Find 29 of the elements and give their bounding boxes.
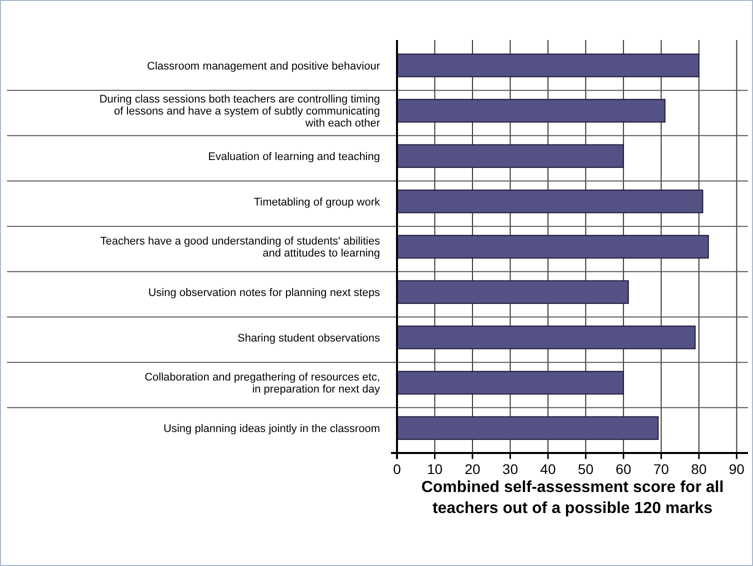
bar (396, 98, 666, 123)
bar (396, 234, 709, 259)
y-tick-label: Classroom management and positive behaviour (147, 60, 380, 72)
bar (396, 326, 696, 350)
bar (396, 54, 700, 78)
x-tick-label: 20 (464, 461, 480, 477)
y-tick-label: Collaboration and pregathering of resources etc, in preparation for next day (144, 372, 380, 396)
y-tick-label: Teachers have a good understanding of students' abilities and attitudes to learning (100, 236, 380, 260)
bar (396, 416, 659, 440)
x-tick-label: 40 (540, 461, 556, 477)
x-tick-label: 30 (502, 461, 518, 477)
y-tick-label: Sharing student observations (238, 332, 380, 344)
y-tick-label: During class sessions both teachers are controlling timing of lessons and have a system of subtly communicating with each other (99, 94, 380, 130)
bar (396, 190, 704, 214)
y-tick-label: Evaluation of learning and teaching (208, 151, 380, 164)
bar (396, 280, 629, 304)
x-tick-label: 90 (728, 461, 745, 477)
y-tick-label: Using planning ideas jointly in the classroom (164, 423, 380, 436)
x-tick-label: 80 (691, 461, 707, 477)
x-axis-title: Combined self-assessment score for all teachers out of a possible 120 marks (421, 479, 724, 517)
bar (396, 144, 624, 168)
x-tick-label: 50 (578, 461, 594, 477)
bar (396, 370, 624, 395)
x-tick-label: 10 (426, 461, 443, 477)
x-tick-label: 0 (393, 461, 402, 477)
y-tick-label: Using observation notes for planning next steps (148, 287, 380, 300)
x-tick-label: 70 (653, 461, 670, 477)
y-tick-label: Timetabling of group work (254, 196, 380, 208)
x-tick-label: 60 (616, 461, 632, 477)
